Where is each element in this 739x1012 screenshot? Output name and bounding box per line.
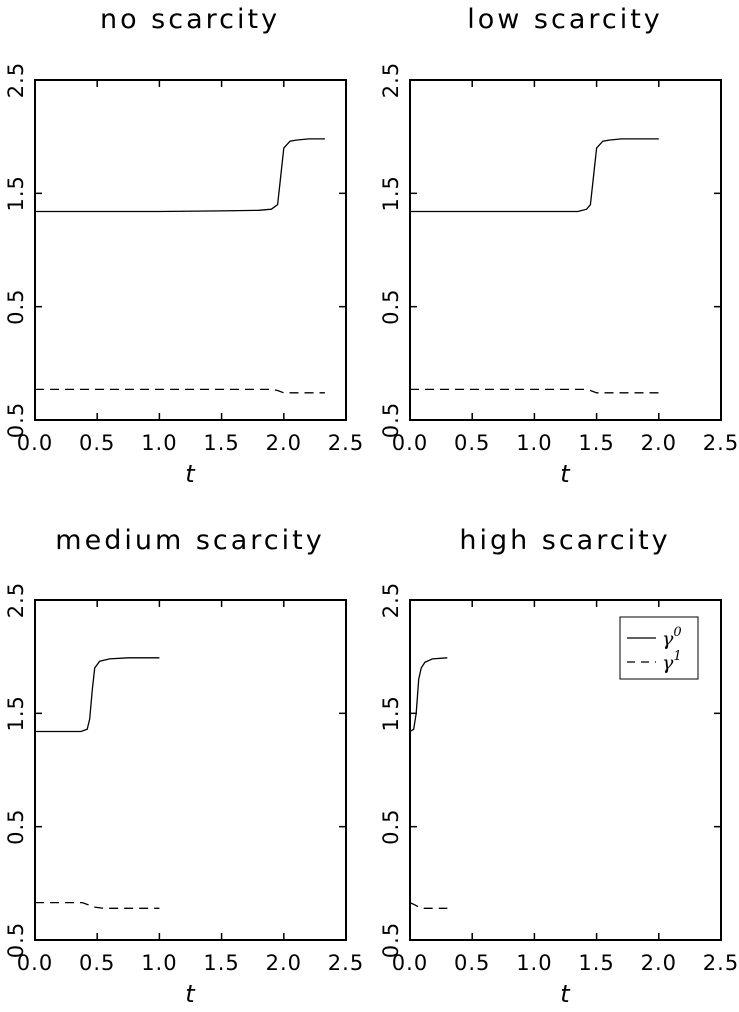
series-line-gamma1 (35, 388, 325, 394)
plot-frame (34, 599, 347, 941)
x-tick-label: 1.5 (203, 431, 239, 455)
y-tick-label: 0.5 (4, 288, 28, 324)
x-tick-label: 1.0 (141, 951, 177, 975)
x-tick-label: 2.5 (703, 431, 739, 455)
axis-ticks: 0.0 0.5 1.0 1.5 2.0 2.50.50.51.52.5 (4, 62, 364, 455)
x-tick-label: 1.0 (141, 431, 177, 455)
axis-ticks: 0.0 0.5 1.0 1.5 2.0 2.50.50.51.52.5 (4, 582, 364, 975)
y-tick-label: 0.5 (4, 808, 28, 844)
y-tick-label: 0.5 (379, 922, 403, 958)
x-tick-label: 2.0 (641, 951, 677, 975)
series-line-gamma0 (409, 657, 448, 733)
y-tick-label: 0.5 (4, 402, 28, 438)
x-tick-label: 1.0 (516, 951, 552, 975)
x-axis-label: t (185, 980, 196, 1008)
series-line-gamma0 (35, 138, 325, 213)
x-tick-label: 0.0 (392, 951, 428, 975)
x-tick-label: 2.5 (328, 951, 364, 975)
plot-frame (409, 599, 722, 941)
legend-label-gamma0: γ0 (662, 625, 682, 650)
series-line-gamma0 (410, 138, 659, 213)
legend-box (619, 616, 699, 680)
x-tick-label: 0.0 (17, 951, 53, 975)
axis-ticks: 0.0 0.5 1.0 1.5 2.0 2.50.50.51.52.5 (379, 582, 739, 975)
plot-frame (409, 79, 722, 421)
y-tick-label: 2.5 (379, 582, 403, 618)
x-tick-label: 2.0 (641, 431, 677, 455)
x-tick-label: 1.5 (578, 431, 614, 455)
x-tick-label: 1.0 (516, 431, 552, 455)
x-tick-label: 1.5 (578, 951, 614, 975)
y-tick-label: 2.5 (4, 62, 28, 98)
x-tick-label: 2.0 (266, 951, 302, 975)
axis-ticks: 0.0 0.5 1.0 1.5 2.0 2.50.50.51.52.5 (379, 62, 739, 455)
panel-medium-scarcity: medium scarcity 0.0 0.5 1.0 1.5 2.0 2.50.50.5… (4, 525, 364, 1008)
y-tick-label: 0.5 (379, 402, 403, 438)
x-tick-label: 2.0 (266, 431, 302, 455)
x-axis-label: t (560, 980, 571, 1008)
x-tick-label: 0.5 (454, 431, 490, 455)
plot-lines (410, 138, 659, 394)
y-tick-label: 0.5 (4, 922, 28, 958)
x-axis-label: t (185, 460, 196, 488)
x-tick-label: 1.5 (203, 951, 239, 975)
legend: γ0 γ1 (619, 616, 699, 680)
panel-title: medium scarcity (55, 525, 324, 556)
panel-title: high scarcity (459, 525, 670, 556)
plot-lines (35, 138, 325, 394)
x-tick-label: 2.5 (328, 431, 364, 455)
series-line-gamma0 (35, 657, 160, 733)
y-tick-label: 1.5 (4, 695, 28, 731)
series-line-gamma1 (410, 388, 659, 394)
legend-label-gamma1: γ1 (662, 649, 682, 674)
y-tick-label: 0.5 (379, 288, 403, 324)
y-tick-label: 1.5 (379, 695, 403, 731)
x-tick-label: 0.5 (454, 951, 490, 975)
panel-low-scarcity: low scarcity 0.0 0.5 1.0 1.5 2.0 2.50.50.51.5… (379, 4, 739, 488)
panel-no-scarcity: no scarcity 0.0 0.5 1.0 1.5 2.0 2.50.50.51.52… (4, 4, 364, 488)
panel-title: no scarcity (100, 4, 280, 35)
panel-title: low scarcity (467, 4, 663, 35)
series-line-gamma1 (409, 902, 448, 909)
x-axis-label: t (560, 460, 571, 488)
y-tick-label: 0.5 (379, 808, 403, 844)
plot-lines (409, 657, 448, 909)
y-tick-label: 2.5 (4, 582, 28, 618)
y-tick-label: 2.5 (379, 62, 403, 98)
series-line-gamma1 (35, 901, 160, 909)
x-tick-label: 2.5 (703, 951, 739, 975)
y-tick-label: 1.5 (379, 175, 403, 211)
plot-lines (35, 657, 160, 909)
plot-frame (34, 79, 347, 421)
panel-high-scarcity: high scarcity 0.0 0.5 1.0 1.5 2.0 2.50.50.51.… (379, 525, 739, 1008)
x-tick-label: 0.0 (17, 431, 53, 455)
x-tick-label: 0.5 (79, 431, 115, 455)
x-tick-label: 0.0 (392, 431, 428, 455)
x-tick-label: 0.5 (79, 951, 115, 975)
y-tick-label: 1.5 (4, 175, 28, 211)
